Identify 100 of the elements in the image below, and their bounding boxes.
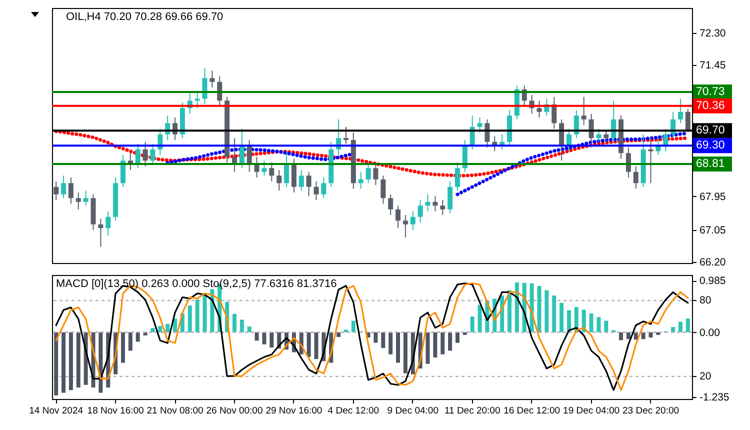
bar [344,330,348,332]
candlestick [314,180,319,200]
y-tick-label: 71.45 [700,60,726,72]
candlestick [633,166,638,190]
x-tick-label: 19 Dec 04:00 [563,406,620,416]
bar [254,332,259,341]
bar [552,295,556,332]
bar [150,328,155,332]
candlestick [454,162,460,192]
candlestick [291,158,296,193]
bar [158,326,162,332]
bar [604,320,608,332]
y2-tick-label: 20 [700,370,712,383]
candlestick [396,205,401,229]
bar [478,304,482,332]
bar [596,317,601,332]
chart-title: MACD [0](13,50) 0.263 0.000 Sto(9,2,5) 77.6316 81.3716 [56,278,337,290]
candlestick [604,130,609,144]
candlestick [142,141,148,167]
bar [403,332,408,374]
bar [188,305,192,332]
x-tick-label: 23 Dec 20:00 [622,406,680,416]
candlestick [418,200,423,223]
candlestick [366,162,371,184]
bar [54,332,58,396]
bar [128,332,132,351]
x-tick-label: 16 Dec 12:00 [504,406,560,416]
candlestick [380,175,386,204]
candlestick [106,210,111,236]
bar [686,318,690,332]
bar [619,332,624,340]
x-tick-label: 11 Dec 20:00 [444,406,500,416]
y-tick-label: 0.985 [700,275,726,288]
bar [262,332,266,344]
x-tick-label: 26 Nov 00:00 [206,406,263,416]
bar [426,332,430,364]
y-tick-label: 67.95 [700,190,726,203]
bar [136,332,140,342]
bar [641,332,646,340]
bar [76,332,80,388]
bar [247,326,252,332]
y-tick-label: 0.00 [700,326,720,339]
candlestick [262,160,267,176]
ref-line-label: 70.36 [696,100,725,112]
bar [678,322,682,332]
candlestick [298,170,304,192]
x-tick-label: 21 Nov 08:00 [146,406,204,416]
candlestick [321,177,326,199]
bar [455,332,460,343]
x-tick-label: 29 Nov 16:00 [266,406,322,416]
bar [544,290,549,332]
candlestick [83,190,88,206]
bar [381,332,386,348]
bar [270,332,274,348]
candlestick [76,192,81,210]
bar [306,332,311,357]
ref-line-label: 70.73 [696,86,725,98]
bar [202,294,207,332]
bar [314,332,318,360]
x-tick-label: 9 Dec 04:00 [387,406,438,416]
candlestick [61,175,66,199]
bar [566,310,571,332]
bar [120,332,125,363]
candlestick [574,110,579,139]
candlestick [410,210,416,230]
candlestick [448,180,453,214]
candlestick [373,164,378,186]
bar [62,332,66,393]
candlestick [477,117,482,133]
y-tick-label: 67.05 [700,224,726,236]
candlestick [358,171,364,190]
bar [440,332,445,354]
candlestick [135,143,140,169]
bar [68,332,73,390]
candlestick [202,68,208,105]
candlestick [484,118,490,148]
bar [656,332,660,335]
bar [470,316,474,332]
candlestick [685,108,690,133]
candlestick [284,152,290,188]
candlestick [68,177,74,204]
bar [195,300,200,332]
y-tick-label: 66.20 [700,256,726,268]
candlestick [626,147,631,178]
candlestick [432,196,438,212]
y-tick-label: -1.235 [700,392,730,404]
ref-line-label: 68.81 [696,158,725,170]
bar [648,332,653,338]
y2-tick-label: 80 [700,294,712,306]
chart-title: OIL,H4 70.20 70.28 69.66 69.70 [66,11,224,23]
bar [589,313,594,332]
candlestick [425,194,430,212]
candlestick [536,100,542,118]
candlestick [276,170,282,192]
candlestick [678,98,683,124]
bar [240,320,244,332]
candlestick [150,143,156,165]
bar [582,310,586,332]
candlestick [440,200,446,216]
x-tick-label: 4 Dec 12:00 [328,406,380,416]
